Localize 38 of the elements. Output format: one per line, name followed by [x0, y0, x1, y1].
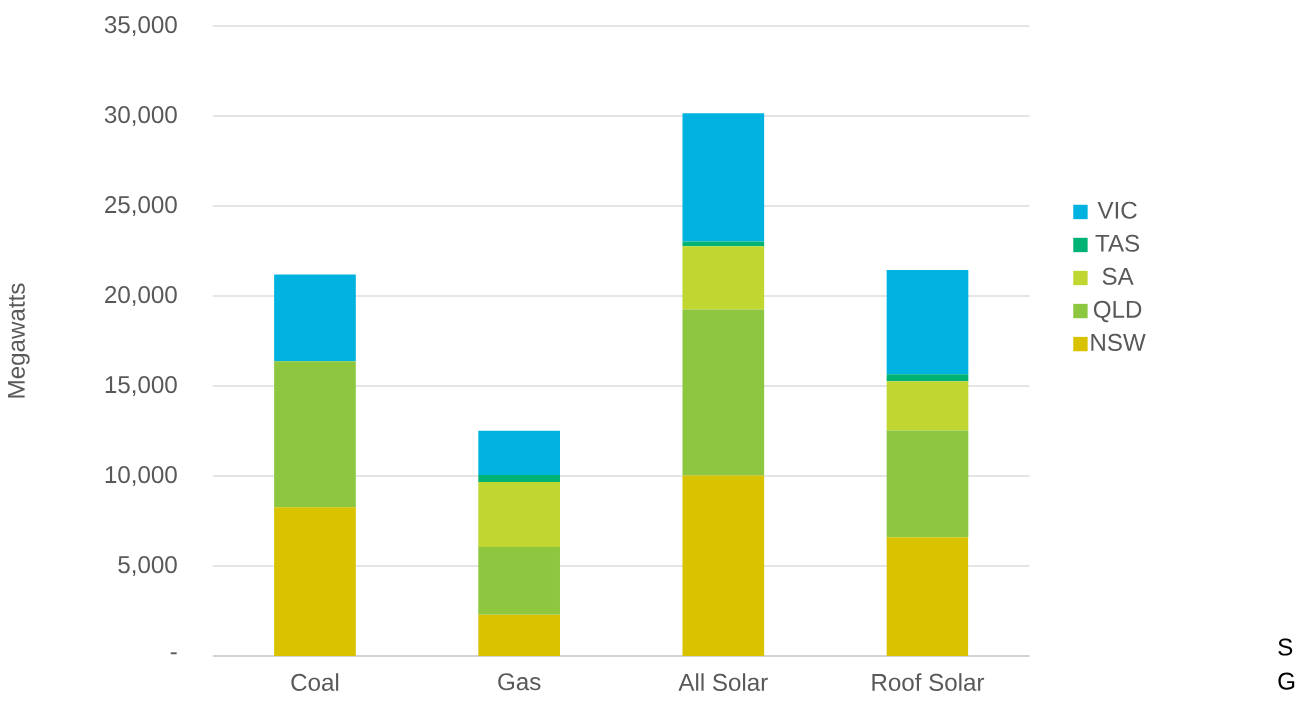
bar — [886, 430, 969, 537]
legend-label: SA — [1102, 267, 1134, 285]
y-axis-title: Megawatts — [8, 283, 30, 398]
bar — [886, 536, 969, 656]
legend-label: TAS — [1095, 234, 1140, 252]
bar — [886, 269, 969, 375]
y-tick-label: 5,000 — [118, 555, 177, 576]
x-tick-label: Gas — [498, 672, 541, 691]
y-tick-label: 35,000 — [104, 15, 177, 36]
bar — [478, 546, 560, 615]
bar — [478, 614, 560, 656]
y-tick-label: 15,000 — [105, 375, 177, 396]
bar — [682, 241, 765, 246]
bar — [478, 474, 560, 482]
bar — [682, 475, 765, 656]
bar — [682, 309, 765, 476]
bar — [274, 274, 356, 362]
legend-label: QLD — [1093, 300, 1142, 322]
x-tick-label: All Solar — [678, 672, 768, 691]
legend-label: VIC — [1097, 201, 1137, 219]
y-tick-label: 25,000 — [105, 195, 177, 216]
x-tick-label: Coal — [291, 672, 339, 691]
y-tick-label: - — [170, 652, 177, 654]
y-tick-label: 10,000 — [105, 465, 177, 486]
bar — [274, 507, 356, 656]
text: G — [1278, 672, 1295, 690]
x-tick-label: Roof Solar — [872, 672, 985, 691]
bar — [274, 361, 356, 508]
bar — [886, 380, 969, 431]
y-tick-label: 20,000 — [105, 285, 177, 306]
bar — [478, 430, 560, 475]
y-tick-label: 30,000 — [104, 105, 177, 126]
bar — [886, 374, 969, 381]
bar — [682, 245, 765, 310]
bar — [478, 481, 560, 547]
bar — [682, 112, 765, 242]
legend-label: NSW — [1091, 333, 1146, 351]
text: S — [1278, 638, 1293, 656]
